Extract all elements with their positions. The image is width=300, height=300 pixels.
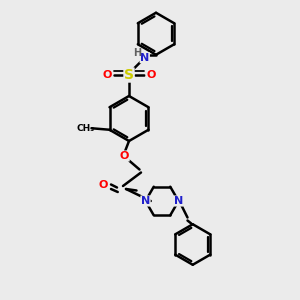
- Text: N: N: [174, 196, 183, 206]
- Text: S: S: [124, 68, 134, 82]
- Text: O: O: [98, 179, 107, 190]
- Text: N: N: [140, 53, 149, 63]
- Text: O: O: [120, 151, 129, 161]
- Text: N: N: [141, 196, 150, 206]
- Text: H: H: [133, 48, 141, 58]
- Text: O: O: [146, 70, 155, 80]
- Text: CH₃: CH₃: [76, 124, 94, 133]
- Text: O: O: [103, 70, 112, 80]
